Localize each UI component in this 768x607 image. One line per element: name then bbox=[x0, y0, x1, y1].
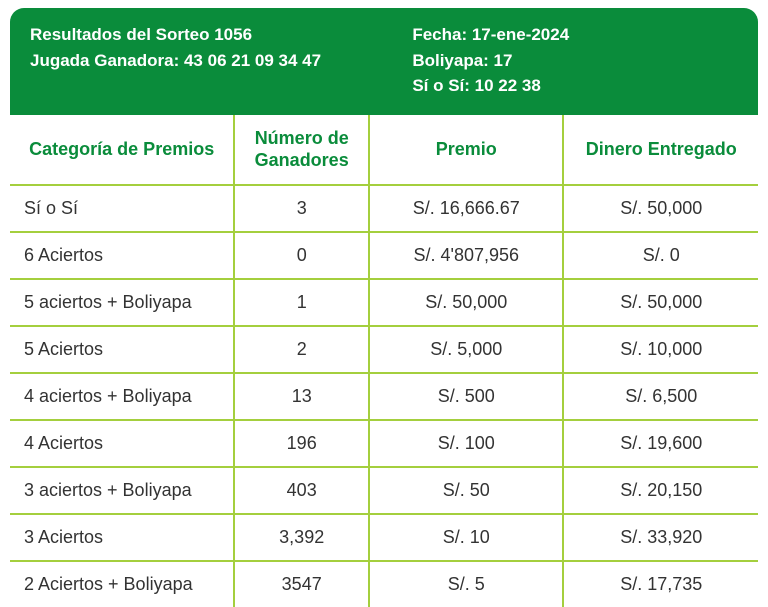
cell-ganadores: 2 bbox=[234, 326, 369, 373]
header-left: Resultados del Sorteo 1056 Jugada Ganado… bbox=[30, 22, 412, 99]
cell-ganadores: 3 bbox=[234, 185, 369, 232]
cell-premio: S/. 500 bbox=[369, 373, 563, 420]
cell-categoria: 3 aciertos + Boliyapa bbox=[10, 467, 234, 514]
cell-categoria: 5 Aciertos bbox=[10, 326, 234, 373]
cell-entregado: S/. 50,000 bbox=[563, 279, 758, 326]
results-card: Resultados del Sorteo 1056 Jugada Ganado… bbox=[10, 8, 758, 607]
col-entregado: Dinero Entregado bbox=[563, 115, 758, 185]
col-ganadores: Número de Ganadores bbox=[234, 115, 369, 185]
cell-premio: S/. 5,000 bbox=[369, 326, 563, 373]
table-row: 5 aciertos + Boliyapa1S/. 50,000S/. 50,0… bbox=[10, 279, 758, 326]
cell-premio: S/. 5 bbox=[369, 561, 563, 607]
cell-premio: S/. 100 bbox=[369, 420, 563, 467]
cell-ganadores: 13 bbox=[234, 373, 369, 420]
card-header: Resultados del Sorteo 1056 Jugada Ganado… bbox=[10, 8, 758, 115]
cell-categoria: 5 aciertos + Boliyapa bbox=[10, 279, 234, 326]
cell-premio: S/. 4'807,956 bbox=[369, 232, 563, 279]
cell-premio: S/. 16,666.67 bbox=[369, 185, 563, 232]
table-row: 3 Aciertos3,392S/. 10S/. 33,920 bbox=[10, 514, 758, 561]
boliyapa: Boliyapa: 17 bbox=[412, 48, 738, 74]
cell-categoria: Sí o Sí bbox=[10, 185, 234, 232]
results-table: Categoría de Premios Número de Ganadores… bbox=[10, 115, 758, 607]
cell-entregado: S/. 20,150 bbox=[563, 467, 758, 514]
cell-ganadores: 1 bbox=[234, 279, 369, 326]
cell-categoria: 3 Aciertos bbox=[10, 514, 234, 561]
cell-entregado: S/. 6,500 bbox=[563, 373, 758, 420]
jugada-ganadora: Jugada Ganadora: 43 06 21 09 34 47 bbox=[30, 48, 412, 74]
cell-categoria: 4 Aciertos bbox=[10, 420, 234, 467]
table-row: 4 Aciertos196S/. 100S/. 19,600 bbox=[10, 420, 758, 467]
cell-ganadores: 0 bbox=[234, 232, 369, 279]
cell-entregado: S/. 50,000 bbox=[563, 185, 758, 232]
fecha: Fecha: 17-ene-2024 bbox=[412, 22, 738, 48]
si-o-si: Sí o Sí: 10 22 38 bbox=[412, 73, 738, 99]
table-row: 4 aciertos + Boliyapa13S/. 500S/. 6,500 bbox=[10, 373, 758, 420]
table-body: Sí o Sí3S/. 16,666.67S/. 50,0006 Acierto… bbox=[10, 185, 758, 607]
cell-categoria: 4 aciertos + Boliyapa bbox=[10, 373, 234, 420]
cell-entregado: S/. 19,600 bbox=[563, 420, 758, 467]
header-right: Fecha: 17-ene-2024 Boliyapa: 17 Sí o Sí:… bbox=[412, 22, 738, 99]
table-header-row: Categoría de Premios Número de Ganadores… bbox=[10, 115, 758, 185]
col-premio: Premio bbox=[369, 115, 563, 185]
cell-ganadores: 3,392 bbox=[234, 514, 369, 561]
cell-entregado: S/. 0 bbox=[563, 232, 758, 279]
cell-categoria: 6 Aciertos bbox=[10, 232, 234, 279]
cell-entregado: S/. 33,920 bbox=[563, 514, 758, 561]
table-row: 5 Aciertos2S/. 5,000S/. 10,000 bbox=[10, 326, 758, 373]
table-row: 6 Aciertos0S/. 4'807,956S/. 0 bbox=[10, 232, 758, 279]
cell-ganadores: 403 bbox=[234, 467, 369, 514]
cell-premio: S/. 10 bbox=[369, 514, 563, 561]
cell-premio: S/. 50 bbox=[369, 467, 563, 514]
cell-categoria: 2 Aciertos + Boliyapa bbox=[10, 561, 234, 607]
cell-entregado: S/. 17,735 bbox=[563, 561, 758, 607]
sorteo-title: Resultados del Sorteo 1056 bbox=[30, 22, 412, 48]
table-row: 2 Aciertos + Boliyapa3547S/. 5S/. 17,735 bbox=[10, 561, 758, 607]
cell-premio: S/. 50,000 bbox=[369, 279, 563, 326]
table-row: Sí o Sí3S/. 16,666.67S/. 50,000 bbox=[10, 185, 758, 232]
cell-ganadores: 3547 bbox=[234, 561, 369, 607]
col-categoria: Categoría de Premios bbox=[10, 115, 234, 185]
cell-ganadores: 196 bbox=[234, 420, 369, 467]
table-row: 3 aciertos + Boliyapa403S/. 50S/. 20,150 bbox=[10, 467, 758, 514]
cell-entregado: S/. 10,000 bbox=[563, 326, 758, 373]
